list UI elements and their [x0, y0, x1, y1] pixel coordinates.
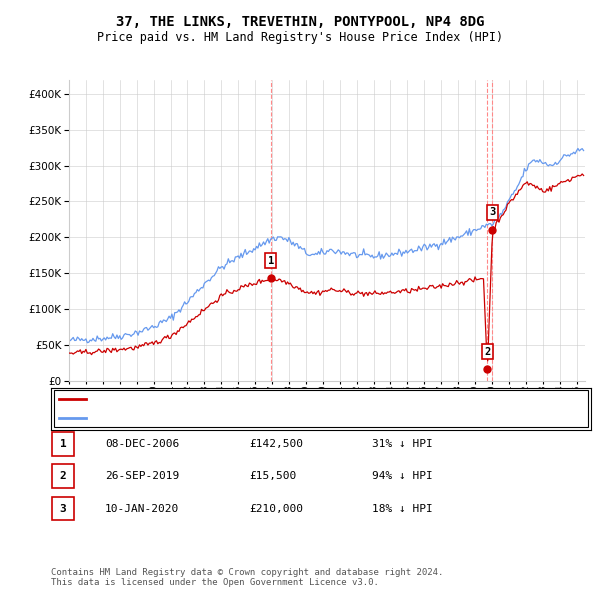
- Text: 26-SEP-2019: 26-SEP-2019: [105, 471, 179, 481]
- Text: 2: 2: [59, 471, 67, 481]
- Text: 1: 1: [268, 255, 274, 266]
- Text: Contains HM Land Registry data © Crown copyright and database right 2024.
This d: Contains HM Land Registry data © Crown c…: [51, 568, 443, 587]
- Text: 94% ↓ HPI: 94% ↓ HPI: [372, 471, 433, 481]
- FancyBboxPatch shape: [52, 464, 74, 488]
- Text: 3: 3: [59, 504, 67, 513]
- Text: 18% ↓ HPI: 18% ↓ HPI: [372, 504, 433, 513]
- Text: 37, THE LINKS, TREVETHIN, PONTYPOOL, NP4 8DG: 37, THE LINKS, TREVETHIN, PONTYPOOL, NP4…: [116, 15, 484, 29]
- Text: £142,500: £142,500: [249, 439, 303, 448]
- Text: Price paid vs. HM Land Registry's House Price Index (HPI): Price paid vs. HM Land Registry's House …: [97, 31, 503, 44]
- FancyBboxPatch shape: [52, 497, 74, 520]
- Text: £15,500: £15,500: [249, 471, 296, 481]
- Text: HPI: Average price, detached house, Torfaen: HPI: Average price, detached house, Torf…: [91, 414, 360, 424]
- FancyBboxPatch shape: [52, 432, 74, 455]
- Text: 3: 3: [490, 207, 496, 217]
- Text: 08-DEC-2006: 08-DEC-2006: [105, 439, 179, 448]
- FancyBboxPatch shape: [54, 391, 588, 427]
- Text: 31% ↓ HPI: 31% ↓ HPI: [372, 439, 433, 448]
- Text: 37, THE LINKS, TREVETHIN, PONTYPOOL, NP4 8DG (detached house): 37, THE LINKS, TREVETHIN, PONTYPOOL, NP4…: [91, 394, 473, 404]
- Text: 2: 2: [484, 346, 491, 356]
- Text: £210,000: £210,000: [249, 504, 303, 513]
- Text: 1: 1: [59, 439, 67, 448]
- Text: 10-JAN-2020: 10-JAN-2020: [105, 504, 179, 513]
